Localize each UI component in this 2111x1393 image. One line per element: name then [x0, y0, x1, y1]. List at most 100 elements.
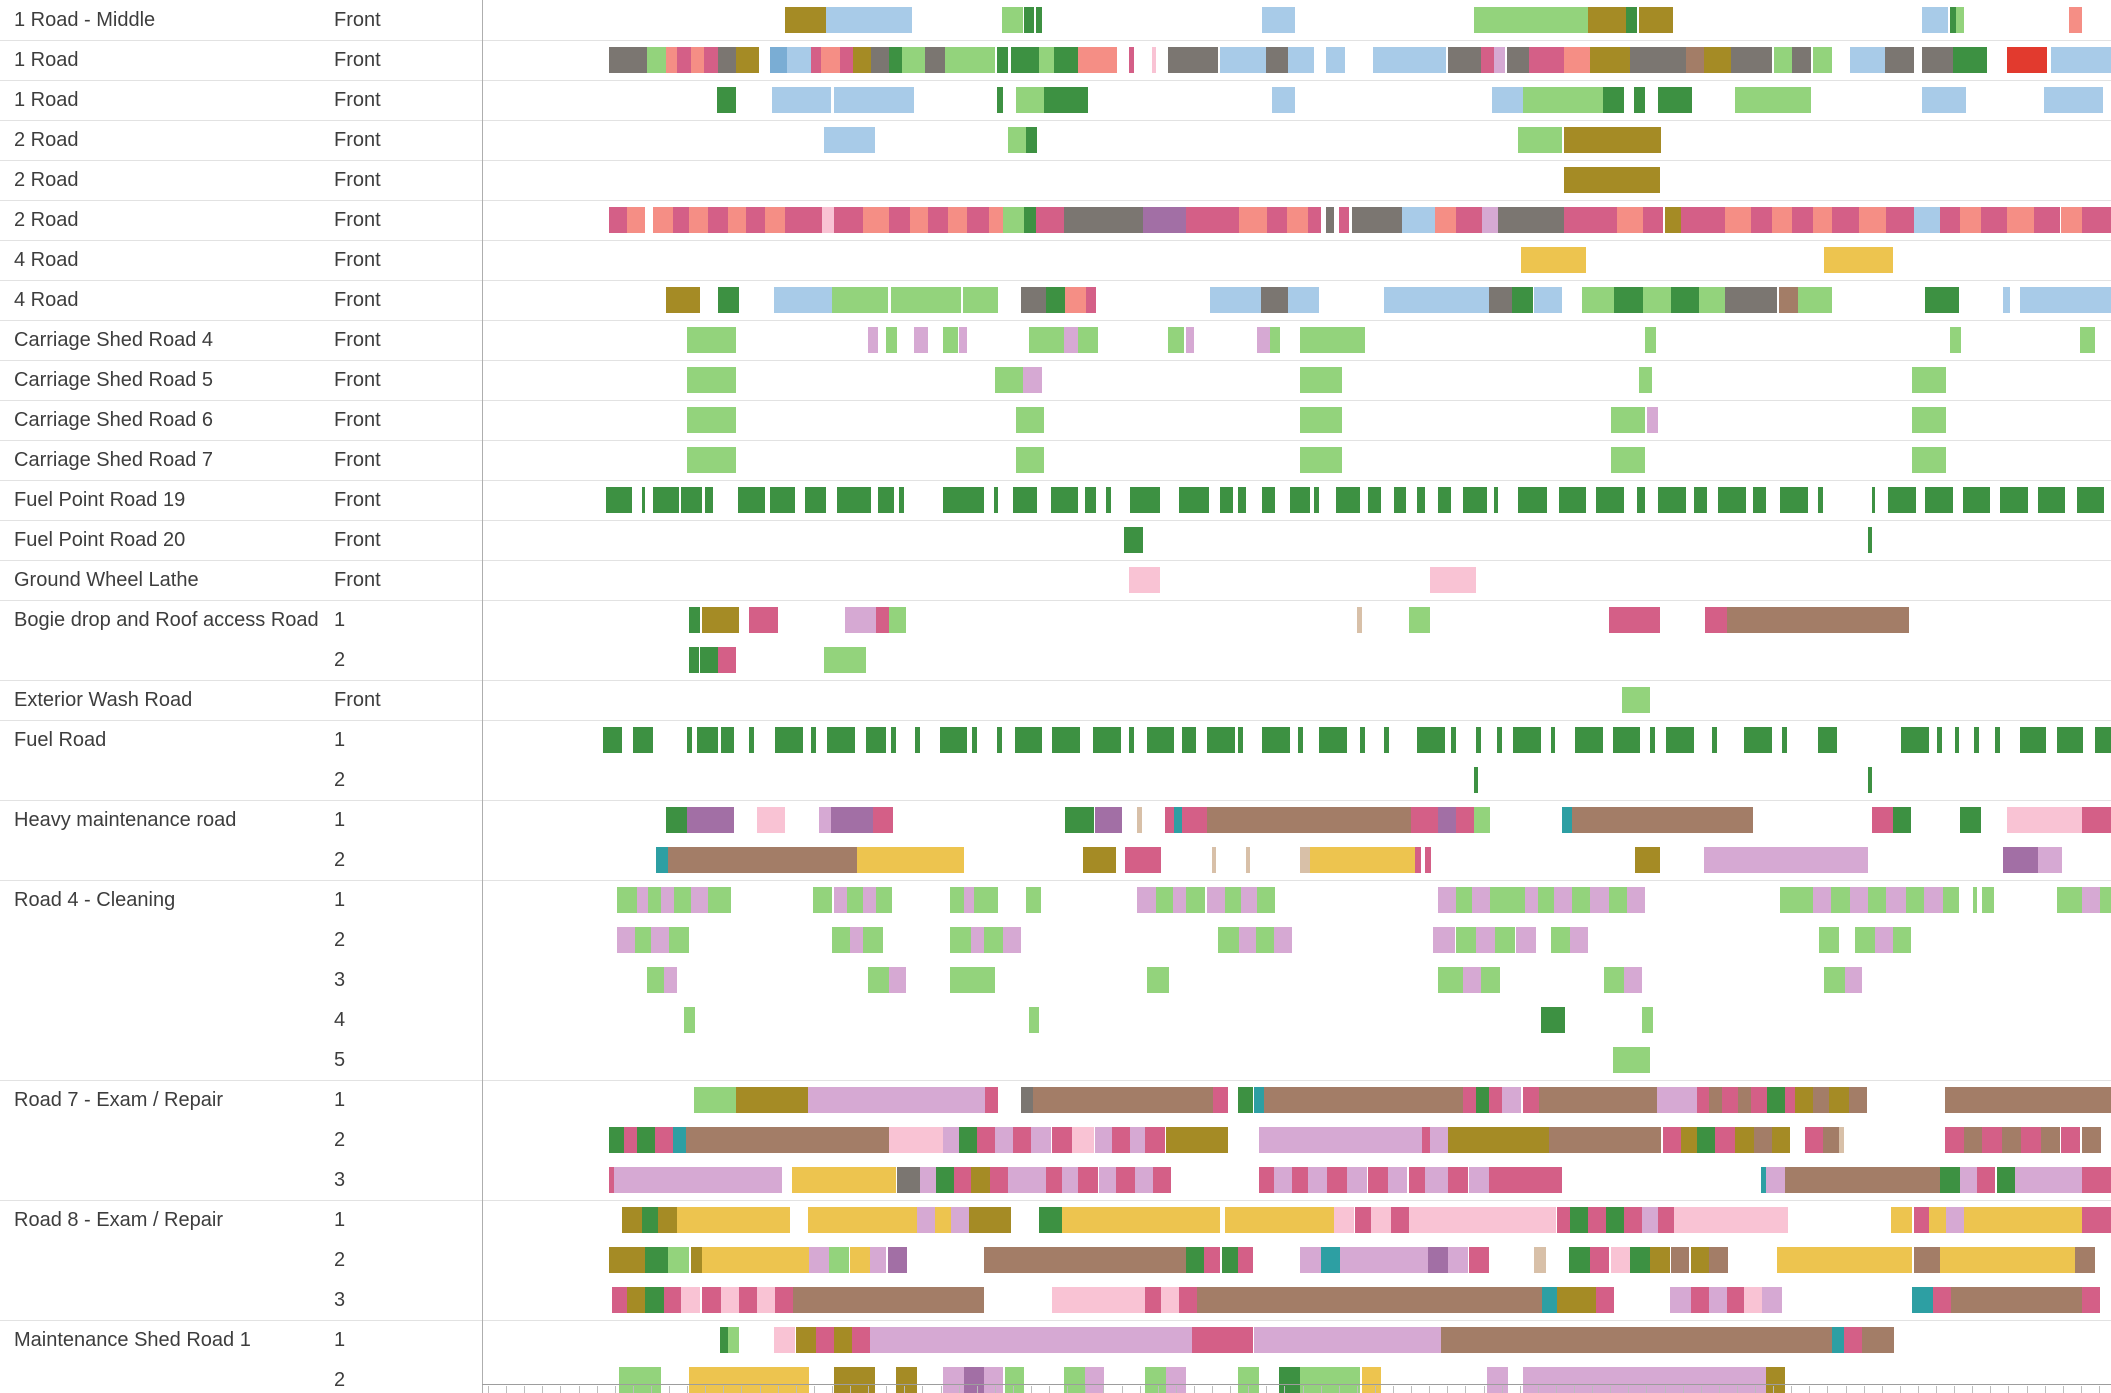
gantt-bar[interactable] [889, 47, 903, 73]
gantt-bar[interactable] [1014, 727, 1043, 753]
gantt-bar[interactable] [1697, 1087, 1709, 1113]
gantt-bar[interactable] [876, 607, 890, 633]
gantt-bar[interactable] [1206, 887, 1225, 913]
gantt-bar[interactable] [1656, 1087, 1698, 1113]
gantt-bar[interactable] [1812, 207, 1833, 233]
gantt-bar[interactable] [1475, 727, 1481, 753]
gantt-bar[interactable] [890, 727, 896, 753]
gantt-bar[interactable] [1812, 47, 1833, 73]
gantt-bar[interactable] [913, 327, 929, 353]
gantt-bar[interactable] [819, 807, 831, 833]
gantt-bar[interactable] [770, 487, 795, 513]
gantt-bar[interactable] [1765, 1367, 1786, 1393]
gantt-bar[interactable] [863, 207, 890, 233]
gantt-bar[interactable] [609, 1167, 614, 1193]
gantt-bar[interactable] [1053, 47, 1079, 73]
gantt-bar[interactable] [988, 207, 1004, 233]
gantt-bar[interactable] [693, 1087, 737, 1113]
gantt-bar[interactable] [1843, 1327, 1862, 1353]
gantt-bar[interactable] [1671, 1247, 1690, 1273]
gantt-bar[interactable] [1465, 1127, 1549, 1153]
gantt-bar[interactable] [1206, 727, 1235, 753]
gantt-bar[interactable] [1900, 727, 1929, 753]
gantt-bar[interactable] [1136, 887, 1157, 913]
gantt-bar[interactable] [687, 807, 735, 833]
gantt-bar[interactable] [2081, 207, 2111, 233]
gantt-bar[interactable] [1456, 927, 1476, 953]
gantt-bar[interactable] [1553, 887, 1572, 913]
gantt-bar[interactable] [1224, 1207, 1334, 1233]
gantt-bar[interactable] [1325, 207, 1334, 233]
gantt-bar[interactable] [837, 487, 872, 513]
gantt-bar[interactable] [1734, 87, 1812, 113]
gantt-bar[interactable] [1868, 767, 1873, 793]
gantt-bar[interactable] [1299, 367, 1343, 393]
gantt-bar[interactable] [949, 927, 971, 953]
gantt-bar[interactable] [1643, 207, 1664, 233]
gantt-bar[interactable] [1798, 287, 1833, 313]
gantt-bar[interactable] [1438, 967, 1463, 993]
gantt-bar[interactable] [1750, 207, 1773, 233]
gantt-bar[interactable] [644, 1287, 665, 1313]
gantt-bar[interactable] [1954, 727, 1960, 753]
gantt-bar[interactable] [1513, 727, 1541, 753]
gantt-bar[interactable] [612, 1287, 627, 1313]
gantt-bar[interactable] [1708, 1287, 1727, 1313]
gantt-bar[interactable] [1291, 1167, 1308, 1193]
gantt-bar[interactable] [1630, 1247, 1650, 1273]
gantt-bar[interactable] [1327, 1167, 1347, 1193]
gantt-bar[interactable] [1182, 727, 1196, 753]
gantt-bar[interactable] [1219, 487, 1233, 513]
gantt-bar[interactable] [635, 927, 652, 953]
gantt-bar[interactable] [1001, 7, 1023, 33]
gantt-bar[interactable] [1128, 727, 1134, 753]
gantt-bar[interactable] [1438, 887, 1457, 913]
gantt-bar[interactable] [1946, 1207, 1965, 1233]
gantt-bar[interactable] [1272, 87, 1295, 113]
gantt-bar[interactable] [947, 207, 968, 233]
gantt-bar[interactable] [1589, 1247, 1610, 1273]
gantt-bar[interactable] [1474, 767, 1479, 793]
gantt-bar[interactable] [701, 607, 740, 633]
gantt-bar[interactable] [890, 287, 961, 313]
gantt-bar[interactable] [1447, 1127, 1466, 1153]
gantt-bar[interactable] [1182, 807, 1207, 833]
gantt-bar[interactable] [1415, 847, 1422, 873]
gantt-bar[interactable] [648, 887, 662, 913]
gantt-bar[interactable] [771, 87, 831, 113]
gantt-bar[interactable] [2040, 1127, 2061, 1153]
gantt-bar[interactable] [1246, 847, 1251, 873]
gantt-bar[interactable] [1257, 327, 1271, 353]
gantt-bar[interactable] [1726, 1287, 1745, 1313]
gantt-bar[interactable] [1368, 1167, 1388, 1193]
gantt-bar[interactable] [1016, 87, 1044, 113]
gantt-bar[interactable] [1094, 807, 1123, 833]
gantt-bar[interactable] [1237, 1367, 1260, 1393]
gantt-bar[interactable] [1822, 1127, 1839, 1153]
gantt-bar[interactable] [1516, 927, 1536, 953]
gantt-bar[interactable] [1832, 207, 1859, 233]
gantt-bar[interactable] [807, 1207, 917, 1233]
gantt-bar[interactable] [1469, 1247, 1489, 1273]
gantt-bar[interactable] [1568, 1247, 1590, 1273]
gantt-bar[interactable] [1952, 47, 1988, 73]
gantt-bar[interactable] [2006, 47, 2048, 73]
gantt-bar[interactable] [1922, 47, 1953, 73]
gantt-bar[interactable] [1589, 47, 1631, 73]
gantt-bar[interactable] [1045, 287, 1066, 313]
gantt-bar[interactable] [1338, 207, 1349, 233]
gantt-bar[interactable] [1609, 887, 1628, 913]
gantt-bar[interactable] [697, 727, 719, 753]
gantt-bar[interactable] [851, 1327, 870, 1353]
gantt-bar[interactable] [951, 1207, 970, 1233]
gantt-bar[interactable] [727, 207, 746, 233]
gantt-bar[interactable] [1563, 127, 1662, 153]
gantt-bar[interactable] [1203, 1247, 1220, 1273]
gantt-bar[interactable] [1472, 887, 1491, 913]
gantt-bar[interactable] [1084, 487, 1097, 513]
gantt-bar[interactable] [1260, 287, 1289, 313]
gantt-bar[interactable] [1029, 1007, 1040, 1033]
gantt-bar[interactable] [1669, 1287, 1691, 1313]
gantt-bar[interactable] [636, 1127, 655, 1153]
gantt-bar[interactable] [869, 1247, 886, 1273]
